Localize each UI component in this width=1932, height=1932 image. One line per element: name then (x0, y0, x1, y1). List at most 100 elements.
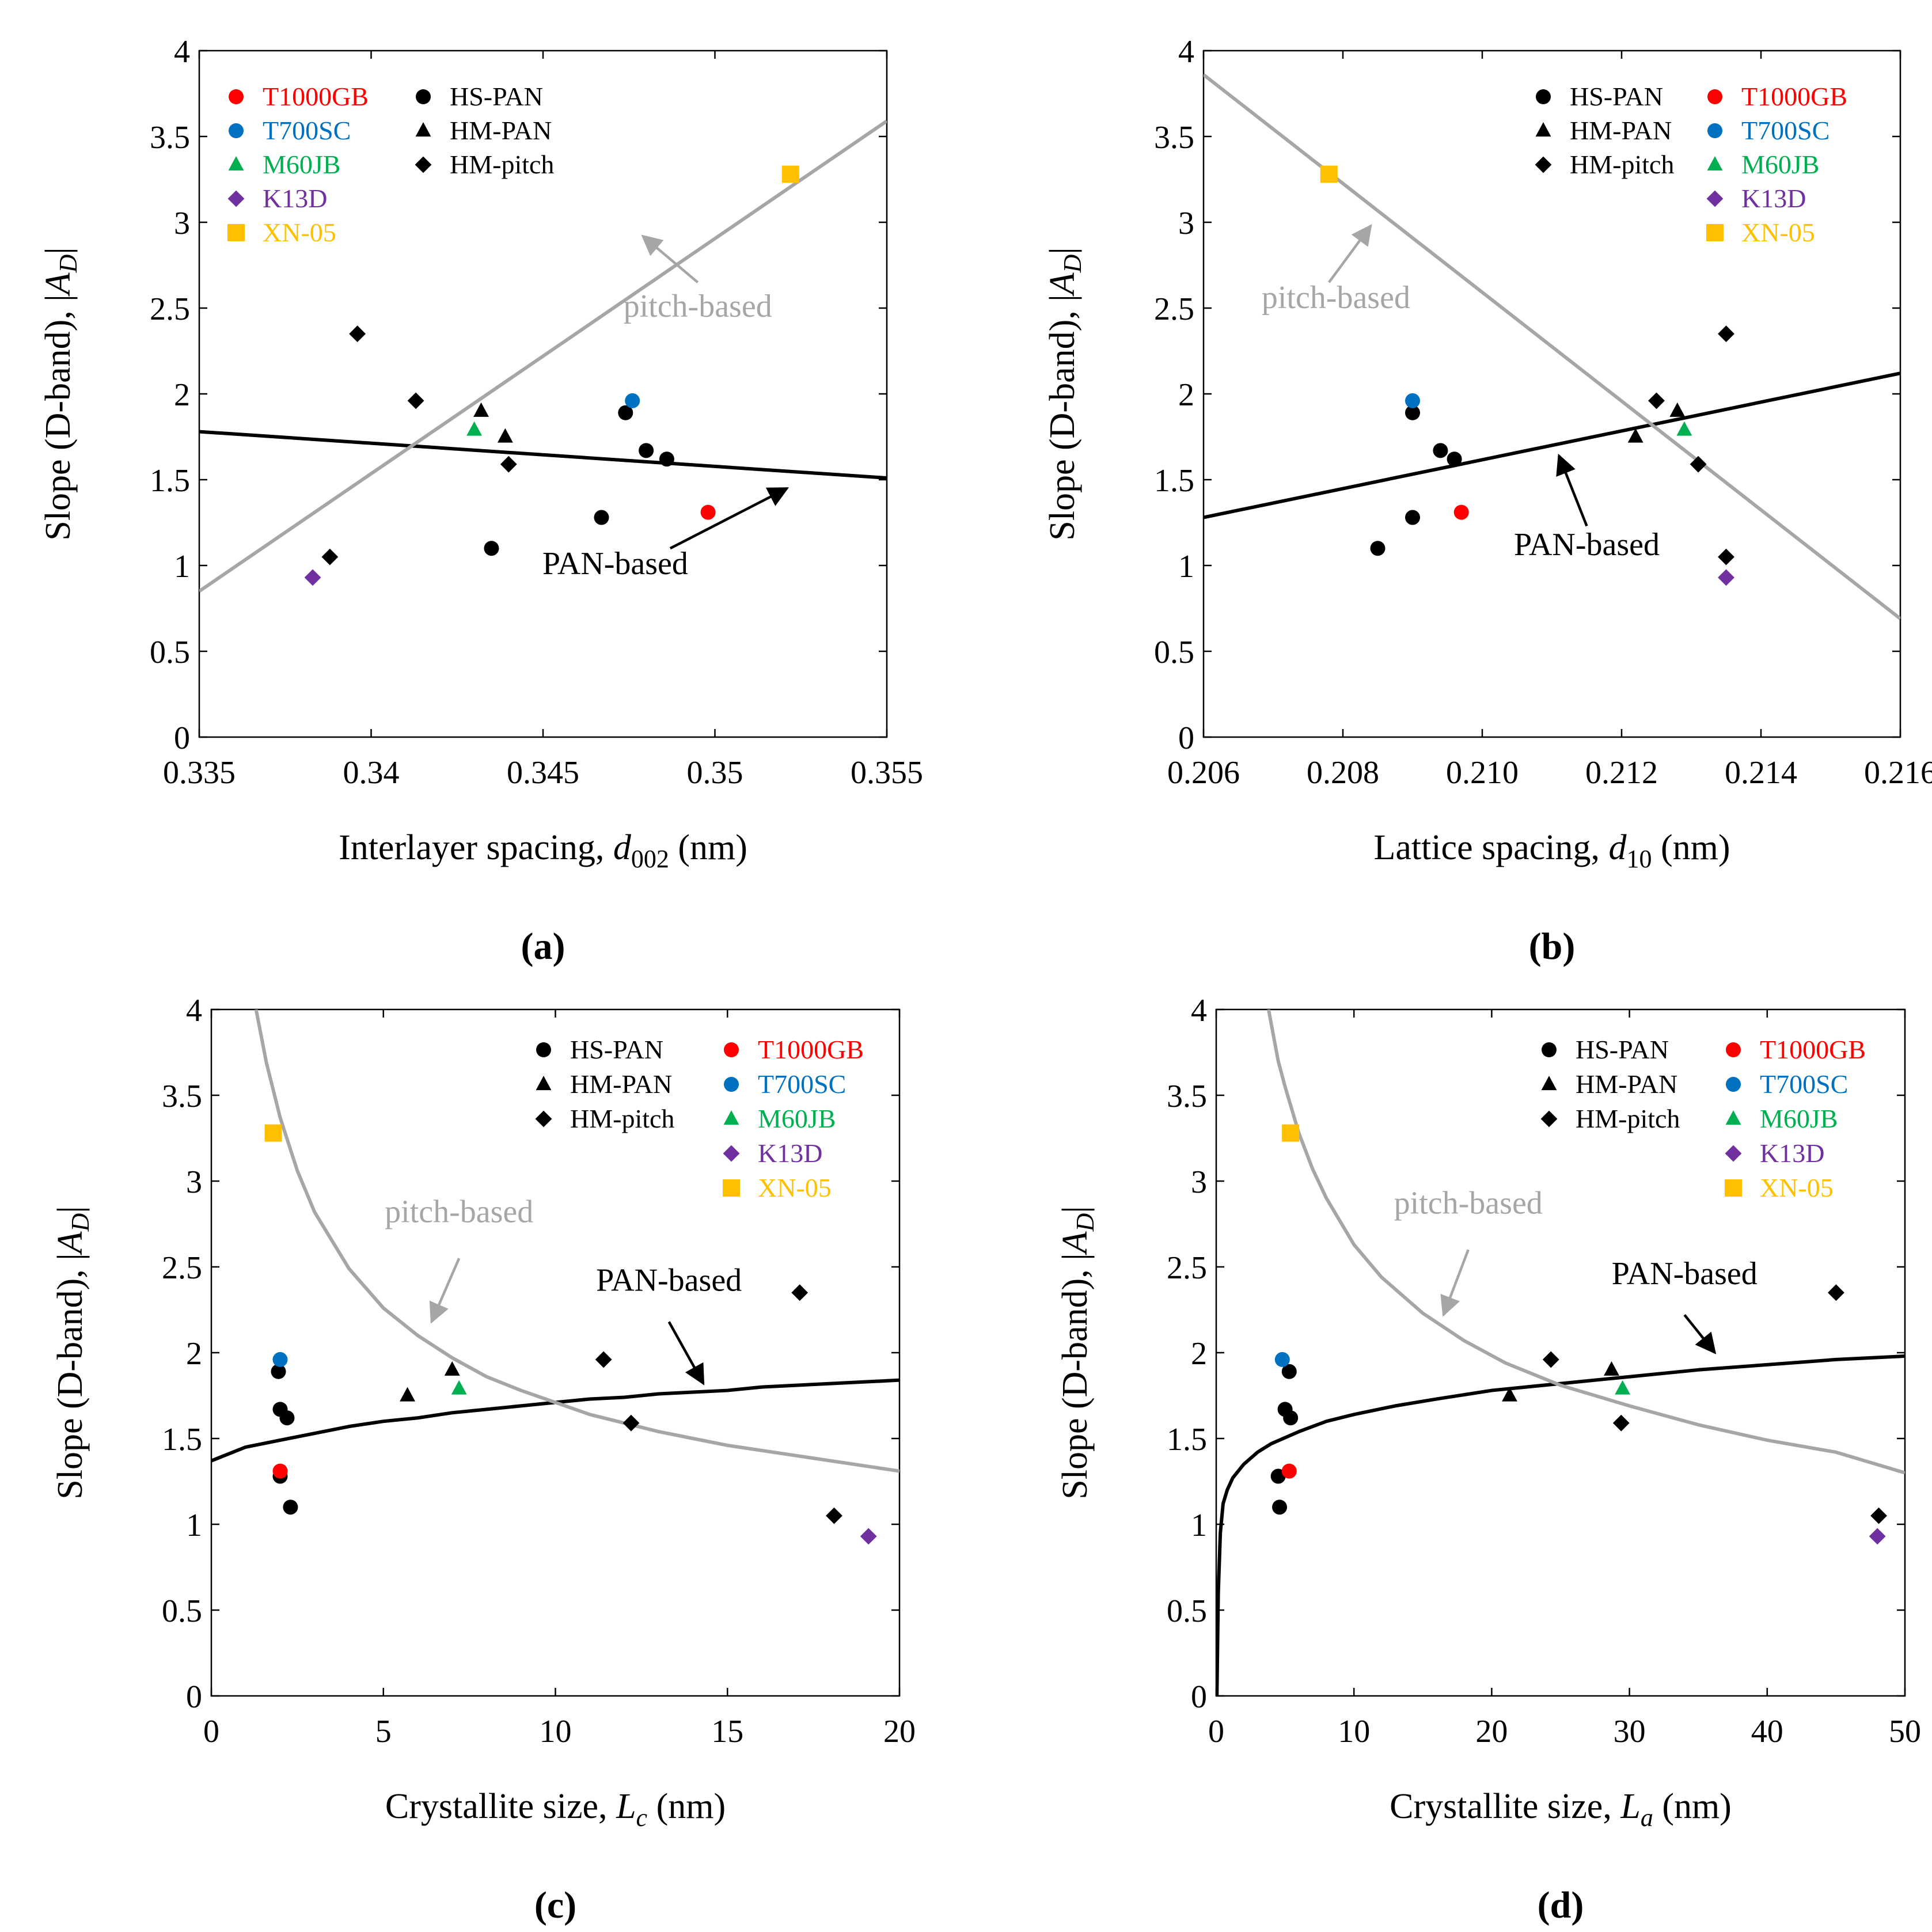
panel-c-fit-pan-based (211, 1378, 899, 1463)
panel-d-ytick-label: 0.5 (1167, 1593, 1207, 1629)
panel-c-xtick-label: 15 (711, 1714, 743, 1749)
panel-a-fit-pitch-based (199, 119, 887, 593)
panel-a-point-hs-pan (594, 510, 609, 525)
panel-b-ytick-label: 4 (1178, 34, 1194, 70)
panel-b-label: (b) (1529, 925, 1576, 967)
panel-d-point-hm-pan (1502, 1387, 1517, 1402)
panel-a-point-xn-05 (781, 165, 799, 183)
panel-b-annotation-pan-based: PAN-based (1514, 527, 1660, 563)
panel-d-point-hm-pan (1604, 1361, 1619, 1376)
panel-c-point-hm-pitch (791, 1284, 809, 1301)
panel-c-ytick-label: 3 (186, 1164, 202, 1200)
panel-a-legend-label-t700sc: T700SC (263, 116, 351, 145)
panel-b-point-hs-pan (1433, 443, 1448, 458)
panel-d-xtick-label: 30 (1614, 1714, 1646, 1749)
panel-a-point-hm-pitch (349, 325, 366, 343)
panel-d-legend-label-k13d: K13D (1760, 1138, 1824, 1168)
panel-d-arrow-pan-based (1683, 1314, 1717, 1354)
panel-b-legend-label-hm-pitch: HM-pitch (1570, 150, 1674, 179)
panel-d-fit-pitch-based (1266, 1009, 1905, 1475)
panel-c: 0 0.5 1 1.5 2 2.5 3 3.5 4 0 5 10 15 20 pitch-based PAN-… (51, 993, 916, 1926)
panel-c-ytick-label: 2.5 (162, 1250, 202, 1286)
panel-a-point-hs-pan (484, 541, 499, 556)
panel-d-ytick-label: 3 (1191, 1164, 1207, 1200)
panel-a-ytick-label: 0.5 (150, 635, 190, 670)
panel-d-ytick-label: 2 (1191, 1336, 1207, 1372)
panel-b-xtick-label: 0.214 (1725, 755, 1797, 791)
panel-a-y-axis-label: Slope (D-band), |AD| (39, 247, 82, 540)
panel-a-point-t1000gb (700, 504, 716, 520)
panel-b-xtick-label: 0.208 (1307, 755, 1379, 791)
panel-d-ytick-label: 1 (1191, 1508, 1207, 1543)
panel-b-x-axis-label: Lattice spacing, d10 (nm) (1373, 828, 1730, 873)
panel-a-ytick-label: 2 (174, 377, 190, 413)
panel-c-point-t700sc (272, 1352, 288, 1367)
panel-d-point-hm-pitch (1870, 1507, 1887, 1524)
panel-d-point-hs-pan (1281, 1364, 1297, 1379)
panel-b-arrow-pitch-based (1327, 224, 1372, 283)
panel-d-ytick-label: 0 (1191, 1679, 1207, 1715)
panel-d-ytick-label: 2.5 (1167, 1250, 1207, 1286)
panel-a-point-m60jb (466, 421, 483, 436)
panel-b-point-t700sc (1405, 393, 1420, 408)
panel-a-legend-marker-xn-05 (227, 224, 245, 241)
panel-c-point-hs-pan (283, 1500, 298, 1515)
panel-b-legend-marker-t1000gb (1707, 89, 1722, 104)
panel-b-ytick-label: 1.5 (1154, 463, 1194, 499)
panel-d-point-m60jb (1615, 1380, 1631, 1395)
panel-d-point-hm-pitch (1542, 1351, 1559, 1368)
panel-d-point-hs-pan (1272, 1500, 1288, 1515)
panel-a-legend-marker-m60jb (228, 156, 244, 171)
panel-a-legend-marker-k13d (227, 190, 245, 207)
panel-a-arrow-pitch-based (641, 234, 699, 284)
panel-b-ytick-label: 2.5 (1154, 291, 1194, 327)
panel-d-fit-pan-based (1216, 1354, 1905, 1696)
panel-a-xtick-label: 0.34 (343, 755, 400, 791)
panel-a-label: (a) (521, 925, 565, 967)
panel-b-legend-marker-k13d (1706, 190, 1724, 207)
panel-a-ytick-label: 4 (174, 34, 190, 70)
panel-d-point-hm-pitch (1828, 1284, 1844, 1301)
panel-a-legend-label-k13d: K13D (263, 184, 327, 213)
panel-a-point-hm-pitch (321, 548, 339, 565)
panel-b-legend-label-m60jb: M60JB (1741, 150, 1819, 179)
panel-c-xtick-label: 0 (203, 1714, 219, 1749)
panel-d-xtick-label: 0 (1208, 1714, 1224, 1749)
panel-d-point-t1000gb (1281, 1463, 1297, 1479)
panel-b-legend-label-t1000gb: T1000GB (1741, 82, 1847, 111)
panel-b-legend-label-hm-pan: HM-PAN (1570, 116, 1672, 145)
panel-d-ytick-label: 1.5 (1167, 1422, 1207, 1457)
panel-b-point-hs-pan (1405, 510, 1420, 525)
panel-c-legend-label-hs-pan: HS-PAN (570, 1035, 663, 1064)
panel-a-xtick-label: 0.35 (687, 755, 743, 791)
panel-d-xtick-label: 20 (1475, 1714, 1508, 1749)
panel-d-point-hs-pan (1283, 1410, 1299, 1426)
panel-a-ytick-label: 1.5 (150, 463, 190, 499)
panel-a-legend-marker-t700sc (229, 123, 244, 138)
panel-a-legend-label-xn-05: XN-05 (263, 218, 336, 247)
panel-d-ytick-label: 3.5 (1167, 1079, 1207, 1114)
panel-b-legend-label-xn-05: XN-05 (1741, 218, 1815, 247)
panel-b-point-hm-pitch (1718, 548, 1734, 565)
panel-a-legend-marker-t1000gb (229, 89, 244, 104)
panel-d: 00.511.522.533.540 10 20 30 40 50pitch-basedP… (1056, 993, 1921, 1926)
panel-b-ytick-label: 1 (1178, 549, 1194, 584)
panel-c-arrow-pitch-based (429, 1258, 461, 1324)
panel-b-legend-label-k13d: K13D (1741, 184, 1806, 213)
panel-b-legend-marker-xn-05 (1706, 224, 1724, 241)
panel-d-legend-marker-t1000gb (1726, 1042, 1741, 1057)
panel-c-point-hs-pan (271, 1364, 286, 1379)
panel-a-point-hs-pan (618, 405, 633, 420)
panel-b: 0 0.5 1 1.5 2 2.5 3 3.5 4 0.206 0.208 0.210 0.212 0.2… (1043, 34, 1932, 967)
panel-c-ytick-label: 1 (186, 1508, 202, 1543)
panel-a: 0 0.5 1 1.5 2 2.5 3 3.5 4 0.335 0.34 0.345 0.35 0.355… (39, 34, 923, 967)
panel-b-fit-pitch-based (1204, 73, 1900, 620)
panel-a-legend-label-t1000gb: T1000GB (263, 82, 369, 111)
panel-b-ytick-label: 0.5 (1154, 635, 1194, 670)
panel-a-arrow-pan-based (669, 487, 789, 550)
panel-d-label: (d) (1538, 1884, 1584, 1926)
panel-c-legend-label-xn-05: XN-05 (758, 1173, 832, 1202)
panel-c-legend-label-k13d: K13D (758, 1138, 822, 1168)
panel-b-legend-marker-hm-pitch (1535, 156, 1552, 173)
panel-b-point-hs-pan (1405, 405, 1420, 420)
